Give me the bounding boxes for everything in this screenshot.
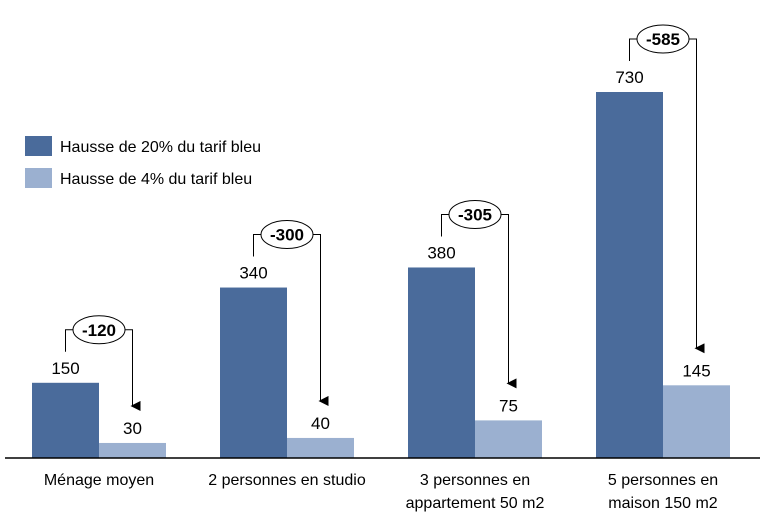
legend-label: Hausse de 20% du tarif bleu bbox=[60, 139, 261, 156]
x-tick-label: appartement 50 m2 bbox=[406, 495, 545, 512]
difference-bubble bbox=[636, 24, 690, 54]
x-tick-label: Ménage moyen bbox=[44, 472, 154, 489]
difference-label: -300 bbox=[270, 226, 304, 245]
bracket-line bbox=[253, 234, 261, 257]
bar-series-2 bbox=[287, 437, 354, 458]
data-label: 730 bbox=[615, 68, 643, 87]
bracket-line bbox=[441, 213, 449, 237]
legend-swatch bbox=[25, 136, 52, 156]
data-label: 145 bbox=[682, 361, 710, 380]
arrow-line bbox=[125, 329, 141, 411]
difference-label: -305 bbox=[458, 205, 492, 224]
difference-label: -120 bbox=[82, 321, 116, 340]
x-tick-label: maison 150 m2 bbox=[608, 495, 717, 512]
legend-swatch bbox=[25, 168, 52, 188]
arrow-line bbox=[501, 213, 517, 389]
bracket-line bbox=[629, 38, 637, 61]
data-label: 40 bbox=[311, 414, 330, 433]
data-label: 380 bbox=[427, 243, 455, 262]
data-label: 340 bbox=[239, 264, 267, 283]
bracket-line bbox=[65, 329, 73, 352]
x-tick-label: 3 personnes en bbox=[420, 472, 530, 489]
x-tick-label: 5 personnes en bbox=[608, 472, 718, 489]
bar-series-2 bbox=[663, 385, 730, 458]
difference-bubble bbox=[448, 199, 502, 229]
difference-label: -585 bbox=[646, 30, 680, 49]
arrow-line bbox=[689, 38, 705, 354]
bar-series-1 bbox=[408, 267, 475, 458]
bar-series-1 bbox=[32, 382, 99, 458]
x-tick-label: 2 personnes en studio bbox=[208, 472, 366, 489]
data-label: 75 bbox=[499, 396, 518, 415]
legend-label: Hausse de 4% du tarif bleu bbox=[60, 171, 252, 188]
bar-series-2 bbox=[475, 420, 542, 458]
bar-series-1 bbox=[220, 287, 287, 458]
difference-bubble bbox=[260, 220, 314, 250]
data-label: 30 bbox=[123, 419, 142, 438]
bar-series-1 bbox=[596, 92, 663, 458]
bar-series-2 bbox=[99, 442, 166, 458]
difference-bubble bbox=[72, 315, 126, 345]
data-label: 150 bbox=[51, 359, 79, 378]
arrow-line bbox=[313, 234, 329, 406]
